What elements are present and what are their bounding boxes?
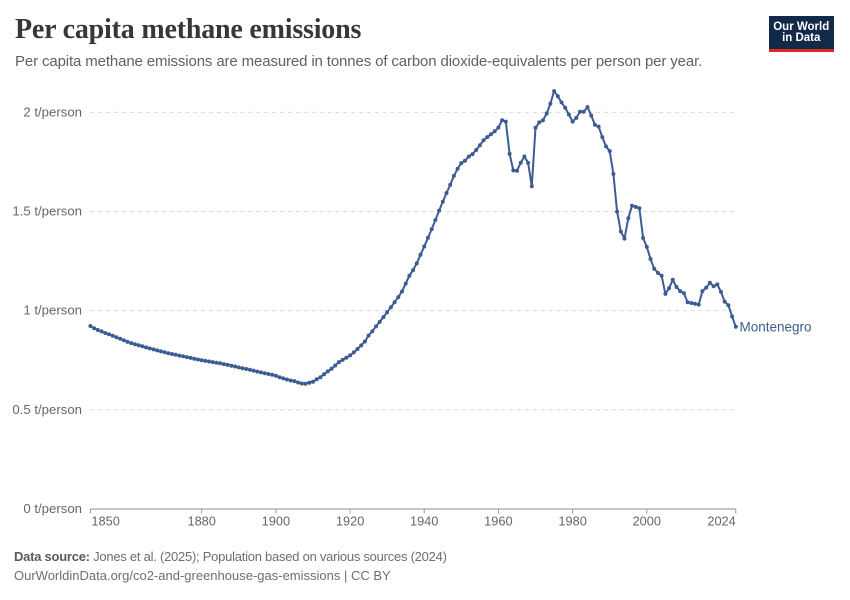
svg-text:2000: 2000	[633, 514, 661, 529]
svg-text:Montenegro: Montenegro	[740, 320, 812, 335]
svg-text:1 t/person: 1 t/person	[23, 303, 82, 318]
svg-text:0.5 t/person: 0.5 t/person	[12, 402, 82, 417]
svg-text:1.5 t/person: 1.5 t/person	[12, 204, 82, 219]
svg-text:2 t/person: 2 t/person	[23, 104, 82, 119]
svg-text:2024: 2024	[707, 514, 735, 529]
svg-text:1850: 1850	[91, 514, 119, 529]
svg-text:1880: 1880	[187, 514, 215, 529]
svg-text:1940: 1940	[410, 514, 438, 529]
svg-text:0 t/person: 0 t/person	[23, 501, 82, 516]
svg-text:1900: 1900	[262, 514, 290, 529]
svg-text:1920: 1920	[336, 514, 364, 529]
svg-text:1980: 1980	[558, 514, 586, 529]
svg-text:1960: 1960	[484, 514, 512, 529]
